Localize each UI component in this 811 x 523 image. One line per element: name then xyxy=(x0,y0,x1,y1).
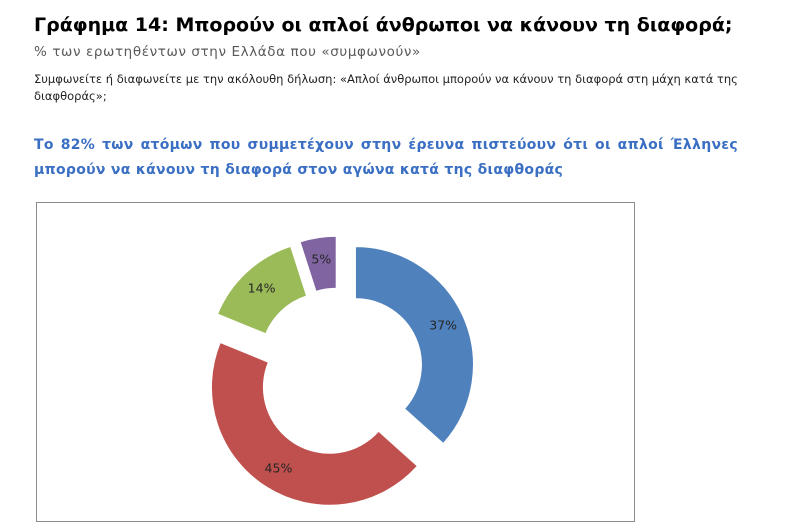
slice-label: 14% xyxy=(248,280,276,295)
key-finding: Το 82% των ατόμων που συμμετέχουν στην έ… xyxy=(34,137,738,178)
donut-slices xyxy=(210,235,474,506)
slice-label: 37% xyxy=(429,318,457,333)
donut-slice xyxy=(354,246,474,445)
chart-area: 37% 45% 14% 5% xyxy=(36,202,635,522)
donut-chart: 37% 45% 14% 5% xyxy=(210,235,474,506)
donut-slice xyxy=(299,235,337,293)
chart-title: Γράφημα 14: Μπορούν οι απλοί άνθρωποι να… xyxy=(34,14,733,36)
donut-slice xyxy=(216,245,308,335)
slice-label: 45% xyxy=(265,461,293,476)
chart-subtitle: % των ερωτηθέντων στην Ελλάδα που «συμφω… xyxy=(34,44,421,60)
slice-label: 5% xyxy=(311,251,331,266)
donut-slice xyxy=(210,341,419,506)
donut-labels: 37% 45% 14% 5% xyxy=(248,251,457,475)
survey-question: Συμφωνείτε ή διαφωνείτε με την ακόλουθη … xyxy=(34,72,738,103)
